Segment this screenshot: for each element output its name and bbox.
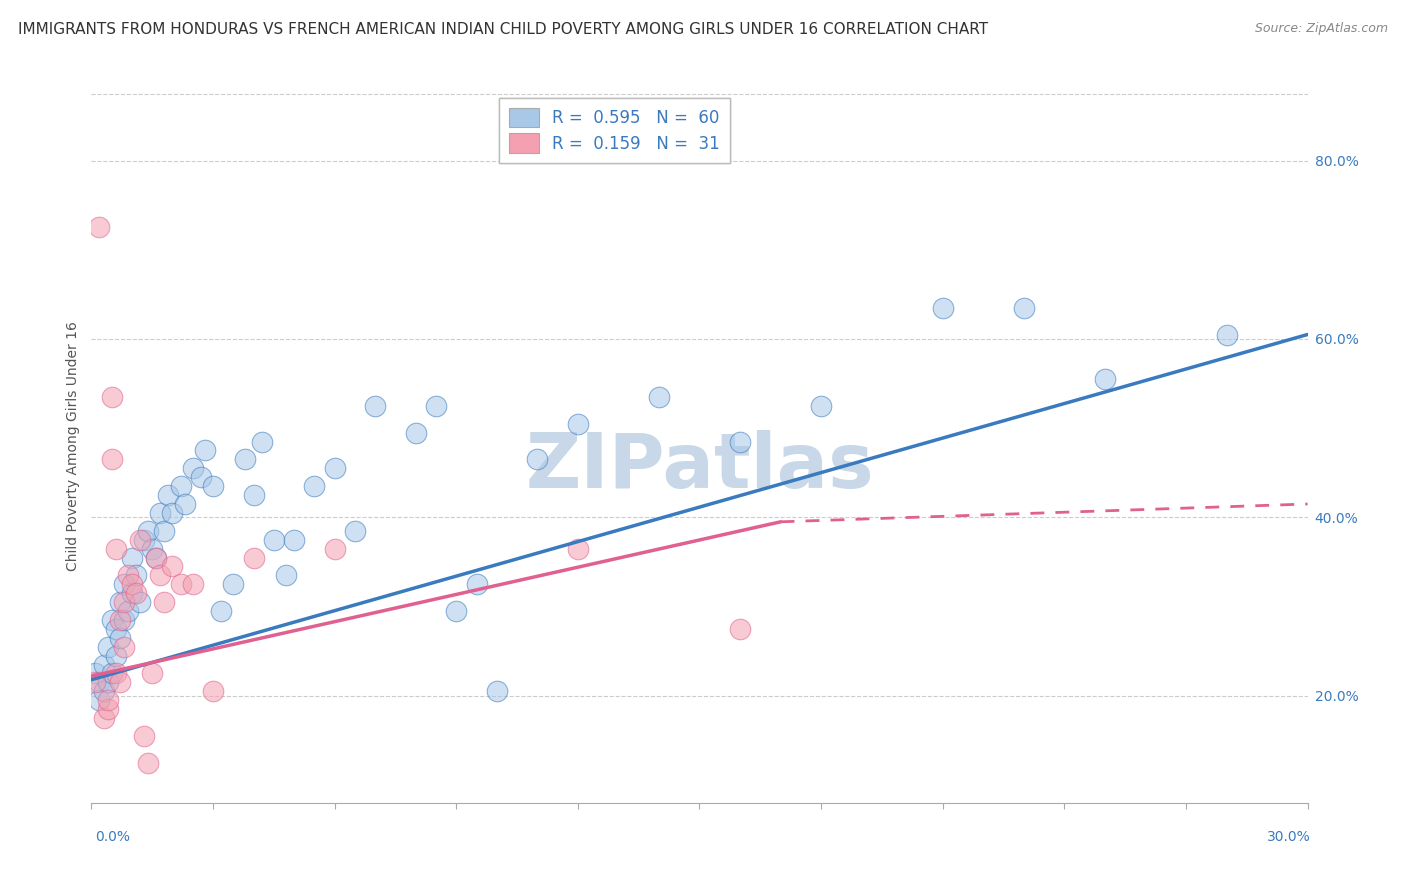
Point	[121, 577, 143, 591]
Point	[112, 595, 135, 609]
Point	[173, 497, 195, 511]
Point	[235, 452, 257, 467]
Point	[169, 479, 191, 493]
Point	[149, 506, 172, 520]
Point	[728, 622, 751, 636]
Point	[97, 675, 120, 690]
Point	[141, 666, 163, 681]
Point	[104, 666, 127, 681]
Point	[125, 586, 148, 600]
Point	[364, 399, 387, 413]
Point	[162, 506, 184, 520]
Point	[323, 541, 346, 556]
Point	[343, 524, 366, 538]
Point	[129, 595, 152, 609]
Point	[1012, 301, 1035, 315]
Text: ZIPatlas: ZIPatlas	[526, 431, 873, 504]
Point	[141, 541, 163, 556]
Point	[931, 301, 953, 315]
Point	[1215, 327, 1237, 342]
Point	[100, 666, 122, 681]
Point	[132, 729, 155, 743]
Point	[112, 577, 135, 591]
Point	[104, 541, 127, 556]
Point	[108, 595, 131, 609]
Point	[108, 613, 131, 627]
Point	[125, 568, 148, 582]
Point	[100, 452, 122, 467]
Point	[304, 479, 326, 493]
Point	[121, 550, 143, 565]
Text: IMMIGRANTS FROM HONDURAS VS FRENCH AMERICAN INDIAN CHILD POVERTY AMONG GIRLS UND: IMMIGRANTS FROM HONDURAS VS FRENCH AMERI…	[18, 22, 988, 37]
Y-axis label: Child Poverty Among Girls Under 16: Child Poverty Among Girls Under 16	[66, 321, 80, 571]
Point	[93, 711, 115, 725]
Point	[222, 577, 245, 591]
Point	[89, 693, 111, 707]
Point	[250, 434, 273, 449]
Point	[209, 604, 232, 618]
Point	[149, 568, 172, 582]
Point	[145, 550, 167, 565]
Point	[181, 461, 204, 475]
Point	[136, 756, 159, 770]
Text: 30.0%: 30.0%	[1267, 830, 1310, 844]
Text: 0.0%: 0.0%	[96, 830, 131, 844]
Point	[202, 479, 225, 493]
Point	[444, 604, 467, 618]
Point	[112, 613, 135, 627]
Point	[202, 684, 225, 698]
Point	[97, 640, 120, 654]
Point	[121, 586, 143, 600]
Text: Source: ZipAtlas.com: Source: ZipAtlas.com	[1254, 22, 1388, 36]
Point	[526, 452, 548, 467]
Point	[274, 568, 297, 582]
Point	[100, 613, 122, 627]
Point	[132, 533, 155, 547]
Point	[648, 390, 671, 404]
Point	[465, 577, 488, 591]
Point	[181, 577, 204, 591]
Point	[190, 470, 212, 484]
Legend: R =  0.595   N =  60, R =  0.159   N =  31: R = 0.595 N = 60, R = 0.159 N = 31	[499, 97, 730, 162]
Point	[242, 550, 264, 565]
Point	[97, 702, 120, 716]
Point	[104, 648, 127, 663]
Point	[100, 390, 122, 404]
Point	[425, 399, 447, 413]
Point	[145, 550, 167, 565]
Point	[117, 604, 139, 618]
Point	[84, 666, 107, 681]
Point	[89, 675, 111, 690]
Point	[567, 541, 589, 556]
Point	[104, 622, 127, 636]
Point	[405, 425, 427, 440]
Point	[242, 488, 264, 502]
Point	[93, 657, 115, 672]
Point	[169, 577, 191, 591]
Point	[567, 417, 589, 431]
Point	[108, 631, 131, 645]
Point	[283, 533, 305, 547]
Point	[112, 640, 135, 654]
Point	[485, 684, 508, 698]
Point	[1094, 372, 1116, 386]
Point	[93, 684, 115, 698]
Point	[323, 461, 346, 475]
Point	[136, 524, 159, 538]
Point	[263, 533, 285, 547]
Point	[153, 595, 176, 609]
Point	[810, 399, 832, 413]
Point	[162, 559, 184, 574]
Point	[89, 220, 111, 235]
Point	[129, 533, 152, 547]
Point	[728, 434, 751, 449]
Point	[84, 675, 107, 690]
Point	[153, 524, 176, 538]
Point	[97, 693, 120, 707]
Point	[108, 675, 131, 690]
Point	[117, 568, 139, 582]
Point	[194, 443, 217, 458]
Point	[157, 488, 180, 502]
